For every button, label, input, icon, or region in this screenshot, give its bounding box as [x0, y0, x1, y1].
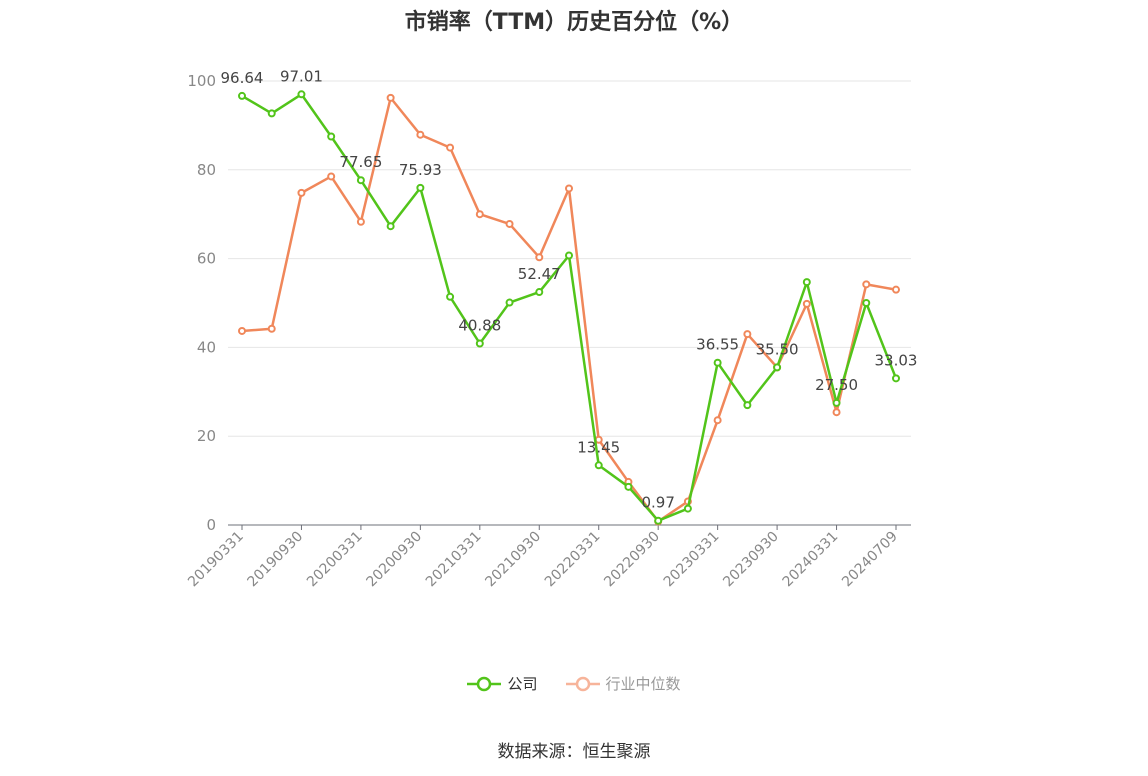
- data-point-company: [446, 292, 455, 301]
- data-point-company: [565, 251, 573, 260]
- data-point-company: [594, 461, 603, 470]
- data-point-company: [892, 374, 900, 383]
- data-point-company: [683, 504, 692, 513]
- data-point-industry: [475, 210, 484, 219]
- x-tick-label: 20210331: [423, 529, 485, 591]
- data-point-industry: [802, 299, 811, 308]
- data-point-company: [743, 401, 752, 410]
- legend-label-industry: 行业中位数: [605, 675, 681, 693]
- y-tick-label: 100: [187, 72, 216, 90]
- x-tick-label: 20190930: [245, 529, 307, 591]
- data-point-industry: [446, 143, 455, 152]
- data-label: 40.88: [458, 316, 501, 334]
- y-tick-label: 20: [197, 427, 216, 445]
- data-point-industry: [535, 253, 544, 262]
- axis-layer: 0 20 40 60 80 100 2019033120190930202003312020…: [185, 72, 911, 590]
- data-source: 数据来源：恒生聚源: [497, 742, 651, 762]
- data-point-company: [535, 288, 544, 297]
- data-label: 77.65: [339, 153, 382, 171]
- data-point-company: [654, 516, 663, 525]
- data-point-industry: [892, 285, 900, 294]
- x-tick-label: 20210930: [482, 529, 544, 591]
- data-label: 27.50: [815, 376, 858, 394]
- data-point-industry: [238, 326, 246, 335]
- data-point-company: [505, 298, 514, 307]
- x-tick-label: 20240331: [780, 529, 842, 591]
- legend-industry-marker-icon: [565, 676, 600, 691]
- data-point-company: [327, 132, 336, 141]
- data-point-industry: [862, 280, 871, 289]
- data-point-company: [386, 222, 395, 231]
- x-tick-label: 20230331: [661, 529, 723, 591]
- legend-item-industry[interactable]: 行业中位数: [565, 673, 681, 694]
- data-point-industry: [713, 416, 722, 425]
- x-tick-label: 20220331: [542, 529, 604, 591]
- data-point-industry: [327, 172, 336, 181]
- data-point-industry: [832, 408, 841, 417]
- data-point-industry: [565, 184, 573, 193]
- legend-company-marker-icon: [467, 676, 502, 691]
- data-point-company: [267, 109, 276, 118]
- data-label-layer: 96.64 97.01 77.65 75.93 40.88 52.47 13.45 0.97 3…: [221, 67, 918, 511]
- x-tick-label: 20190331: [185, 529, 247, 591]
- y-tick-label: 80: [197, 161, 216, 179]
- x-tick-label: 20220930: [601, 529, 663, 591]
- data-point-industry: [297, 188, 306, 197]
- data-label: 96.64: [221, 69, 264, 87]
- data-point-company: [238, 91, 246, 100]
- legend: 公司 行业中位数: [0, 673, 1148, 694]
- x-tick-label: 20230930: [720, 529, 782, 591]
- data-point-company: [802, 278, 811, 287]
- data-label: 52.47: [518, 265, 561, 283]
- data-point-company: [297, 90, 306, 99]
- data-point-company: [416, 183, 425, 192]
- data-label: 35.50: [756, 340, 799, 358]
- y-tick-label: 60: [197, 250, 216, 268]
- data-point-company: [624, 482, 633, 491]
- data-point-industry: [743, 330, 752, 339]
- legend-label-company: 公司: [507, 675, 538, 693]
- data-label: 0.97: [641, 494, 674, 512]
- y-tick-label: 40: [197, 338, 216, 356]
- data-point-company: [475, 339, 484, 348]
- data-label: 13.45: [577, 438, 620, 456]
- data-point-industry: [267, 324, 276, 333]
- data-label: 36.55: [696, 336, 739, 354]
- data-label: 97.01: [280, 67, 323, 85]
- data-point-company: [862, 299, 871, 307]
- data-point-company: [832, 398, 841, 407]
- data-point-industry: [386, 93, 395, 102]
- x-tick-label: 20200930: [363, 529, 425, 591]
- data-point-industry: [505, 219, 514, 228]
- data-point-company: [356, 176, 365, 185]
- data-point-industry: [416, 130, 425, 139]
- legend-item-company[interactable]: 公司: [467, 673, 538, 694]
- data-point-company: [713, 358, 722, 367]
- data-point-company: [773, 363, 782, 372]
- series-layer: [238, 90, 900, 526]
- chart-title: 市销率（TTM）历史百分位（%）: [404, 10, 744, 35]
- data-label: 75.93: [399, 161, 442, 179]
- y-tick-label: 0: [206, 516, 216, 534]
- data-point-industry: [356, 217, 365, 226]
- data-label: 33.03: [875, 351, 918, 369]
- x-tick-label: 20240709: [839, 529, 901, 591]
- x-tick-label: 20200331: [304, 529, 366, 591]
